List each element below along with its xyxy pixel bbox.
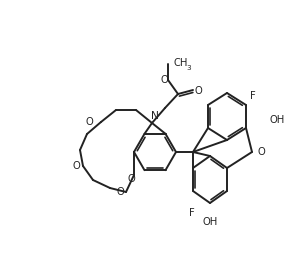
Text: O: O [127,174,135,184]
Text: OH: OH [270,115,285,125]
Text: CH: CH [173,58,187,68]
Text: O: O [257,147,265,157]
Text: O: O [194,86,202,96]
Text: 3: 3 [186,65,191,71]
Text: F: F [250,91,256,101]
Text: O: O [116,187,124,197]
Text: N: N [151,111,159,121]
Text: F: F [189,208,195,218]
Text: OH: OH [202,217,218,227]
Text: O: O [160,75,168,85]
Text: O: O [85,117,93,127]
Text: O: O [72,161,80,171]
